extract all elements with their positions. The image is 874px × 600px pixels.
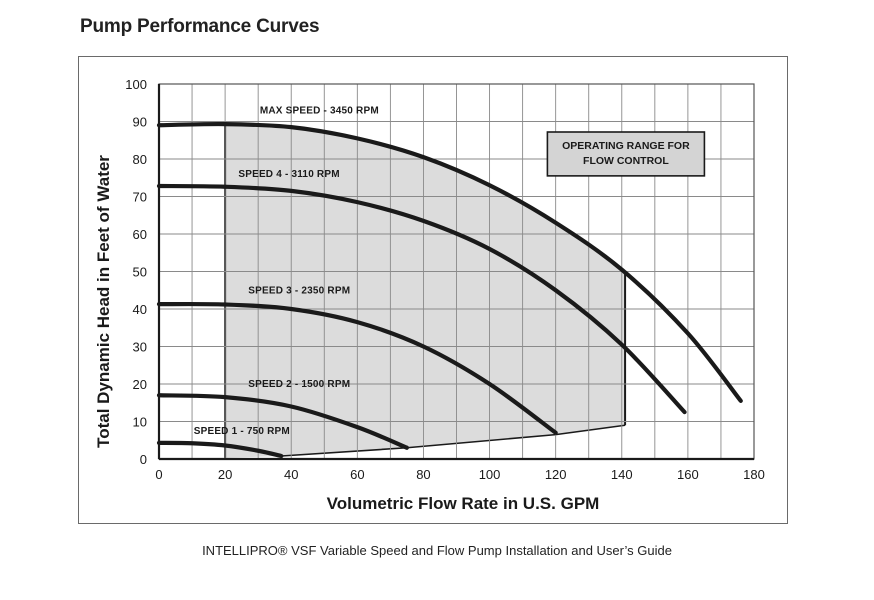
y-tick-label: 50 [133, 265, 147, 280]
y-tick-label: 0 [140, 452, 147, 467]
x-tick-label: 80 [416, 467, 430, 482]
curve-label-series-4: SPEED 2 - 1500 RPM [248, 379, 350, 390]
y-tick-label: 90 [133, 115, 147, 130]
curve-label-series-5: SPEED 1 - 750 RPM [194, 426, 290, 437]
operating-range-box-text: FLOW CONTROL [583, 155, 669, 167]
y-tick-label: 80 [133, 152, 147, 167]
y-tick-label: 60 [133, 227, 147, 242]
operating-range-box [546, 131, 706, 177]
operating-range-bottom-boundary [281, 424, 626, 457]
pump-curve-series-1 [156, 121, 743, 403]
y-tick-label: 30 [133, 340, 147, 355]
pump-curve-series-2 [156, 183, 687, 415]
chart-frame: 0 20 40 60 80 100 120 140 160 180 0 10 20 30 40 50 60 70 8… [78, 56, 788, 524]
footer-caption: INTELLIPRO® VSF Variable Speed and Flow … [202, 543, 672, 558]
curves [156, 121, 743, 459]
y-tick-label: 20 [133, 377, 147, 392]
operating-range-polygon [225, 124, 626, 458]
x-tick-label: 40 [284, 467, 298, 482]
y-tick-label: 100 [125, 77, 147, 92]
x-tick-label: 20 [218, 467, 232, 482]
curve-label-series-3: SPEED 3 - 2350 RPM [248, 285, 350, 296]
x-axis-title: Volumetric Flow Rate in U.S. GPM [327, 494, 600, 513]
x-tick-label: 120 [545, 467, 567, 482]
pump-curve-series-5 [156, 440, 284, 459]
pump-curve-series-3 [156, 301, 558, 435]
pump-performance-chart: 0 20 40 60 80 100 120 140 160 180 0 10 20 30 40 50 60 70 8… [94, 77, 765, 513]
axes: 0 20 40 60 80 100 120 140 160 180 0 10 20 30 40 50 60 70 8… [94, 77, 765, 513]
x-tick-label: 160 [677, 467, 699, 482]
pump-curve-series-4 [156, 393, 410, 450]
operating-range-label-box: OPERATING RANGE FOR FLOW CONTROL [546, 131, 706, 177]
x-tick-label: 140 [611, 467, 633, 482]
y-tick-label: 70 [133, 190, 147, 205]
page-title: Pump Performance Curves [80, 16, 320, 37]
y-tick-label: 40 [133, 302, 147, 317]
x-tick-label: 180 [743, 467, 765, 482]
operating-range-box-text: OPERATING RANGE FOR [562, 140, 690, 152]
x-tick-label: 60 [350, 467, 364, 482]
curve-label-series-1: MAX SPEED - 3450 RPM [260, 105, 379, 116]
y-tick-label: 10 [133, 415, 147, 430]
x-tick-label: 100 [479, 467, 501, 482]
x-tick-label: 0 [155, 467, 162, 482]
curve-labels: MAX SPEED - 3450 RPM SPEED 4 - 3110 RPM SP… [194, 105, 379, 437]
y-axis-title: Total Dynamic Head in Feet of Water [94, 155, 113, 448]
curve-label-series-2: SPEED 4 - 3110 RPM [238, 169, 339, 180]
